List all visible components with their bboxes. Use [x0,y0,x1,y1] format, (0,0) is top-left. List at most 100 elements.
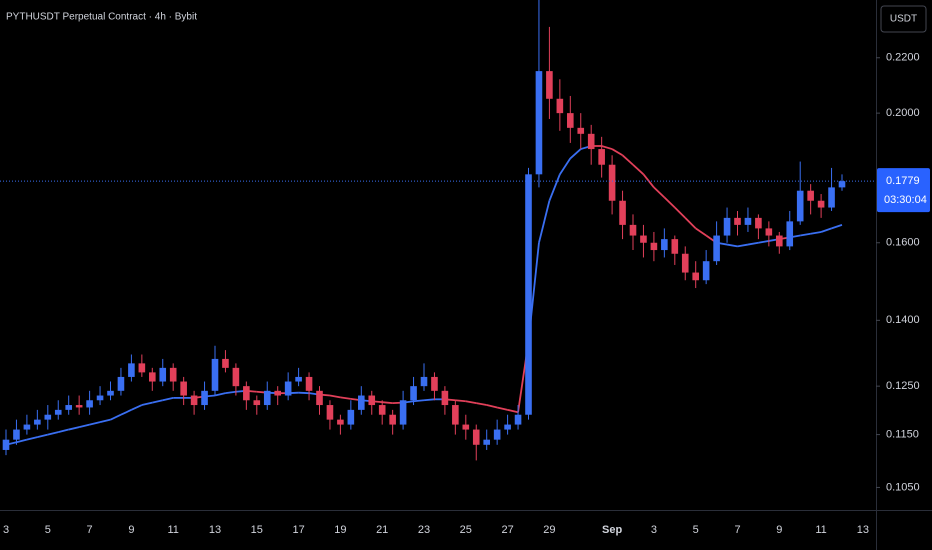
moving-average [684,217,697,230]
y-tick-label: 0.1050 [886,481,920,493]
moving-average [26,436,38,441]
candle-body [723,217,731,236]
x-tick-label: Sep [602,524,622,536]
moving-average [89,421,101,426]
y-tick-label: 0.2000 [886,107,920,119]
moving-average [538,200,551,243]
moving-average [329,394,341,399]
candle-body [368,395,376,406]
y-tick-label: 0.1600 [886,237,920,249]
candle-body [243,386,250,401]
candle-body [96,395,104,401]
moving-average [695,227,707,237]
moving-average [663,196,676,209]
moving-average [486,404,498,409]
x-tick-label: 29 [543,524,555,536]
moving-average [162,397,174,402]
candle-body [577,127,585,134]
candle-body [326,405,334,420]
moving-average [465,400,477,405]
moving-average [58,428,69,433]
candle-body [525,174,532,415]
moving-average [810,231,822,235]
x-tick-label: 17 [292,524,304,536]
candle-body [765,228,773,236]
candle-body [75,405,83,408]
candle-body [567,113,574,128]
candle-body [587,133,595,150]
last-price-box [877,168,930,213]
candle-body [149,372,156,382]
candle-body [44,414,52,420]
candle-body [410,386,417,401]
candle-body [23,424,31,430]
candle-body [347,409,355,425]
moving-average [37,433,49,438]
candle-body [138,363,146,373]
moving-average [820,227,832,233]
candle-body [420,376,428,387]
x-tick-label: 25 [460,524,472,536]
x-tick-label: 23 [418,524,430,536]
candle-body [755,217,762,229]
candle-body [817,200,825,208]
candle-body [65,405,72,410]
candle-body [263,390,271,406]
x-tick-label: 13 [857,524,869,536]
moving-average [120,409,132,416]
candle-body [629,224,637,236]
x-tick-label: 19 [334,524,346,536]
moving-average [632,164,645,175]
candle-body [169,367,177,382]
moving-average [382,401,393,405]
moving-average [152,399,163,404]
candle-body [337,419,344,425]
candle-body [640,235,647,243]
candle-body [681,253,689,273]
candle-body [54,409,62,415]
x-tick-label: 5 [693,524,699,536]
candle-body [483,439,490,445]
moving-average [758,240,770,244]
candle-body [274,390,281,396]
currency-button[interactable] [880,5,927,33]
candle-body [546,71,553,99]
candle-body [535,71,543,175]
candle-body [556,98,564,114]
candle-body [86,400,93,408]
candle-body [284,381,292,396]
candle-body [671,239,679,254]
x-tick-label: 11 [167,524,178,536]
candle-body [786,221,794,247]
moving-average [16,438,28,444]
candle-body [211,358,219,391]
candle-body [692,272,699,281]
moving-average [47,431,59,436]
candle-body [713,235,720,262]
candle-body [452,405,459,425]
currency-label[interactable]: USDT [890,14,917,25]
moving-average [559,157,572,175]
x-tick-label: 9 [128,524,134,536]
moving-average [214,392,226,397]
candle-body [305,376,313,391]
candle-body [796,190,804,222]
x-tick-label: 15 [251,524,263,536]
candle-body [493,429,501,440]
moving-average [110,413,122,421]
candle-body [828,187,835,208]
candle-body [650,242,658,251]
moving-average [78,423,90,428]
candle-body [117,376,125,391]
candle-body [107,390,114,396]
x-tick-label: 27 [501,524,513,536]
x-tick-label: 5 [45,524,51,536]
candle-body [399,400,407,425]
candle-body [34,419,41,425]
candle-body [358,395,365,410]
candle-body [441,390,449,406]
candle-body [190,395,198,406]
